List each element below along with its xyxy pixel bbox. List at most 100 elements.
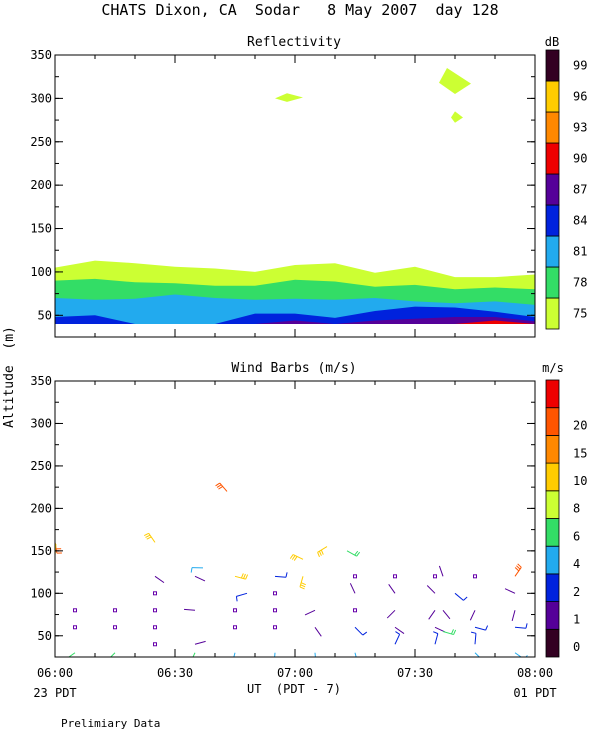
calm-marker bbox=[73, 625, 77, 630]
wind-barb bbox=[442, 609, 451, 620]
x-tick-label: 06:30 bbox=[157, 666, 193, 680]
y-tick-label: 150 bbox=[30, 544, 52, 558]
wind-barb bbox=[394, 631, 401, 645]
y-tick-label: 250 bbox=[30, 135, 52, 149]
wind-barb bbox=[426, 585, 436, 594]
colorbar-swatch bbox=[545, 80, 560, 113]
colorbar-swatch bbox=[545, 407, 560, 436]
colorbar-label: 0 bbox=[573, 640, 580, 654]
colorbar-swatch bbox=[545, 490, 560, 519]
calm-marker bbox=[73, 608, 77, 613]
wind-barb bbox=[192, 652, 196, 657]
x-tick-label: 06:00 bbox=[37, 666, 73, 680]
wind-barb bbox=[234, 573, 249, 580]
y-axis-label: Altitude (m) bbox=[2, 326, 17, 428]
refl-colorbar-unit: dB bbox=[545, 35, 559, 49]
wind-data-layer bbox=[55, 482, 528, 657]
wind-barb bbox=[55, 575, 56, 577]
calm-marker bbox=[433, 574, 437, 579]
wind-barb bbox=[317, 546, 328, 558]
wind-barb bbox=[235, 592, 248, 602]
colorbar-swatch bbox=[545, 142, 560, 175]
y-tick-label: 350 bbox=[30, 374, 52, 388]
y-tick-label: 100 bbox=[30, 586, 52, 600]
calm-marker bbox=[233, 608, 237, 613]
wind-barb bbox=[454, 592, 468, 601]
colorbar-label: 2 bbox=[573, 585, 580, 599]
wind-barb bbox=[388, 584, 396, 594]
x-tick-label: 07:30 bbox=[397, 666, 433, 680]
calm-marker bbox=[113, 625, 117, 630]
wind-barb bbox=[514, 623, 528, 629]
calm-marker bbox=[153, 625, 157, 630]
wind-barb bbox=[190, 567, 204, 573]
colorbar-label: 75 bbox=[573, 307, 587, 321]
y-tick-label: 300 bbox=[30, 416, 52, 430]
wind-barb bbox=[386, 609, 396, 619]
wind-barb bbox=[194, 575, 206, 582]
wind-barb bbox=[349, 583, 356, 594]
wind-panel-title: Wind Barbs (m/s) bbox=[231, 361, 356, 376]
wind-barb bbox=[110, 652, 116, 657]
refl-panel-title: Reflectivity bbox=[247, 35, 341, 50]
calm-marker bbox=[273, 608, 277, 613]
wind-barb bbox=[511, 610, 516, 622]
colorbar-swatch bbox=[545, 111, 560, 144]
colorbar-label: 84 bbox=[573, 214, 587, 228]
reflectivity-patch bbox=[451, 111, 463, 123]
wind-barb bbox=[469, 610, 476, 621]
calm-marker bbox=[113, 608, 117, 613]
wind-barb bbox=[144, 532, 156, 543]
colorbar-label: 10 bbox=[573, 474, 587, 488]
wind-barb bbox=[504, 588, 516, 594]
wind-barb bbox=[304, 609, 316, 616]
reflectivity-panel: Reflectivity 50 100 150 200 250 300 350 75 78 81 84… bbox=[30, 35, 587, 338]
x-tick-label: 07:00 bbox=[277, 666, 313, 680]
calm-marker bbox=[153, 608, 157, 613]
wind-barb bbox=[470, 631, 477, 645]
figure-title: CHATS Dixon, CA Sodar 8 May 2007 day 128 bbox=[101, 1, 498, 19]
wind-barb bbox=[233, 652, 236, 657]
colorbar-swatch bbox=[545, 462, 560, 492]
colorbar-swatch bbox=[545, 518, 560, 547]
colorbar-label: 6 bbox=[573, 529, 580, 543]
calm-marker bbox=[273, 625, 277, 630]
colorbar-swatch bbox=[545, 173, 560, 206]
colorbar-swatch bbox=[545, 573, 560, 603]
x-axis-label: UT (PDT - 7) bbox=[247, 682, 341, 696]
colorbar-swatch bbox=[545, 601, 560, 630]
calm-marker bbox=[233, 625, 237, 630]
wind-plot-frame bbox=[54, 380, 536, 658]
colorbar-swatch bbox=[545, 545, 560, 575]
y-tick-label: 50 bbox=[38, 308, 52, 322]
wind-barb bbox=[274, 652, 276, 657]
reflectivity-band-90db bbox=[55, 320, 535, 324]
colorbar-label: 90 bbox=[573, 152, 587, 166]
wind-barb bbox=[433, 631, 439, 645]
reflectivity-band-87db bbox=[55, 317, 535, 324]
wind-barb bbox=[514, 652, 528, 657]
calm-marker bbox=[353, 608, 357, 613]
wind-barb bbox=[194, 640, 206, 645]
left-time-label: 23 PDT bbox=[33, 686, 76, 700]
right-time-label: 01 PDT bbox=[513, 686, 556, 700]
preliminary-note: Prelimiary Data bbox=[61, 717, 160, 730]
calm-marker bbox=[353, 574, 357, 579]
colorbar-label: 1 bbox=[573, 612, 580, 626]
wind-barbs-panel: Wind Barbs (m/s)5010015020025030035006:0… bbox=[30, 361, 587, 680]
colorbar-swatch bbox=[545, 204, 560, 237]
reflectivity-patch bbox=[275, 93, 303, 102]
calm-marker bbox=[153, 642, 157, 647]
colorbar-swatch bbox=[545, 266, 560, 299]
y-tick-label: 150 bbox=[30, 222, 52, 236]
colorbar-label: 8 bbox=[573, 502, 580, 516]
colorbar-label: 15 bbox=[573, 446, 587, 460]
wind-barb bbox=[68, 652, 76, 657]
wind-barb bbox=[438, 565, 444, 577]
wind-barb bbox=[394, 626, 405, 634]
wind-barb bbox=[314, 626, 322, 637]
colorbar-label: 4 bbox=[573, 557, 580, 571]
y-tick-label: 350 bbox=[30, 48, 52, 62]
wind-barb bbox=[442, 629, 457, 636]
